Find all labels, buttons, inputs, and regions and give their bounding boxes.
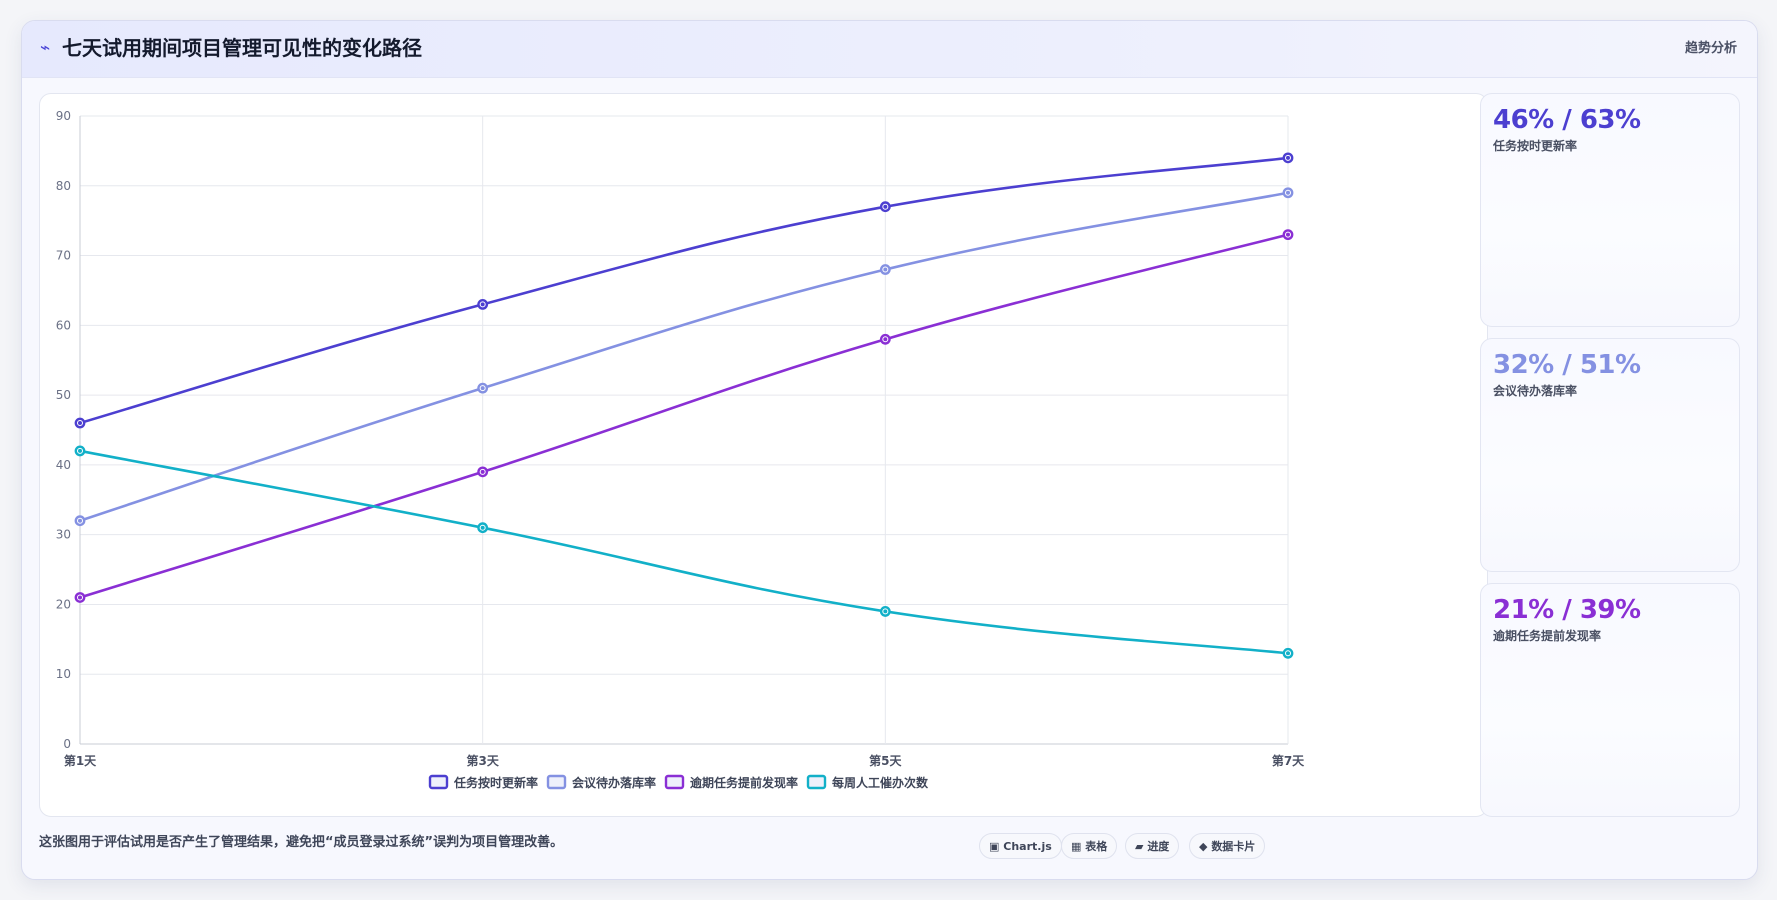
y-tick-label: 70 xyxy=(56,249,71,263)
chip-chartjs[interactable]: ▣ Chart.js xyxy=(979,833,1062,859)
legend-swatch xyxy=(428,774,449,790)
data-point-core xyxy=(1286,232,1290,237)
y-tick-label: 40 xyxy=(56,458,71,472)
data-point-core xyxy=(480,469,485,474)
data-point-core xyxy=(78,421,82,426)
chip-datacard[interactable]: ◆ 数据卡片 xyxy=(1189,833,1266,859)
metric-card-1: 46% / 63% 任务按时更新率 xyxy=(1480,93,1740,327)
chip-table[interactable]: ▦ 表格 xyxy=(1061,833,1118,859)
legend-label: 会议待办落库率 xyxy=(572,775,656,790)
y-tick-label: 60 xyxy=(56,318,71,332)
y-tick-label: 20 xyxy=(56,597,71,611)
metric-label: 会议待办落库率 xyxy=(1493,384,1578,398)
series-line-1 xyxy=(78,156,1290,425)
legend-swatch xyxy=(664,774,685,790)
data-point-core xyxy=(883,609,888,614)
data-point-core xyxy=(883,337,888,342)
data-point-core xyxy=(78,518,82,523)
data-point-core xyxy=(1286,651,1290,656)
lightning-icon: ⌁ xyxy=(40,38,51,58)
chip-progress[interactable]: ▰ 进度 xyxy=(1125,833,1180,859)
y-tick-label: 0 xyxy=(63,737,71,751)
x-tick-label: 第7天 xyxy=(1272,753,1305,768)
page-title: 七天试用期间项目管理可见性的变化路径 xyxy=(62,36,422,60)
card-header: ⌁ 七天试用期间项目管理可见性的变化路径 趋势分析 xyxy=(22,21,1757,78)
legend-label: 任务按时更新率 xyxy=(453,775,538,790)
legend-swatch xyxy=(546,774,567,790)
series-line-2 xyxy=(78,191,1290,523)
metric-value: 32% / 51% xyxy=(1493,350,1641,380)
data-point-core xyxy=(1286,155,1290,160)
data-point-core xyxy=(883,204,888,209)
data-point-core xyxy=(480,386,485,391)
chip-label: 数据卡片 xyxy=(1211,840,1256,853)
series-line-3 xyxy=(78,233,1290,599)
data-point-core xyxy=(480,525,485,530)
legend-label: 逾期任务提前发现率 xyxy=(690,775,798,790)
metric-label: 逾期任务提前发现率 xyxy=(1493,629,1602,643)
chip-label: 表格 xyxy=(1085,840,1108,853)
x-tick-label: 第3天 xyxy=(466,753,499,768)
data-point-core xyxy=(78,448,82,453)
chip-label: 进度 xyxy=(1147,840,1170,853)
data-point-core xyxy=(480,302,485,307)
x-tick-label: 第5天 xyxy=(869,753,902,768)
y-tick-label: 30 xyxy=(56,528,71,542)
square-icon: ▣ xyxy=(989,840,1000,853)
y-tick-label: 80 xyxy=(56,179,71,193)
legend-label: 每周人工催办次数 xyxy=(832,775,929,790)
data-point-core xyxy=(883,267,888,272)
chart-panel: 0 10 20 30 40 50 60 70 80 90 第1天 第3天 第5天 第7天任务按时更新率 会议… xyxy=(39,93,1488,817)
series-line-4 xyxy=(78,449,1290,655)
y-tick-label: 50 xyxy=(56,388,71,402)
y-tick-label: 10 xyxy=(56,667,71,681)
legend-swatch xyxy=(806,774,827,790)
metric-label: 任务按时更新率 xyxy=(1493,139,1578,153)
metric-card-2: 32% / 51% 会议待办落库率 xyxy=(1480,338,1740,572)
data-point-core xyxy=(1286,190,1290,195)
y-tick-label: 90 xyxy=(56,109,71,123)
metric-value: 46% / 63% xyxy=(1493,105,1641,135)
chip-label: Chart.js xyxy=(1003,840,1052,853)
diamond-icon: ◆ xyxy=(1199,840,1208,853)
dashboard-card: ⌁ 七天试用期间项目管理可见性的变化路径 趋势分析 0 10 20 30 40 50 60 7… xyxy=(21,20,1758,880)
table-icon: ▦ xyxy=(1071,840,1082,853)
x-tick-label: 第1天 xyxy=(64,753,97,768)
progress-icon: ▰ xyxy=(1135,840,1144,853)
metric-value: 21% / 39% xyxy=(1493,595,1641,625)
footnote: 这张图用于评估试用是否产生了管理结果，避免把“成员登录过系统”误判为项目管理改善… xyxy=(39,835,564,850)
analysis-tag: 趋势分析 xyxy=(1684,41,1737,56)
data-point-core xyxy=(78,595,82,600)
metric-card-3: 21% / 39% 逾期任务提前发现率 xyxy=(1480,583,1740,817)
